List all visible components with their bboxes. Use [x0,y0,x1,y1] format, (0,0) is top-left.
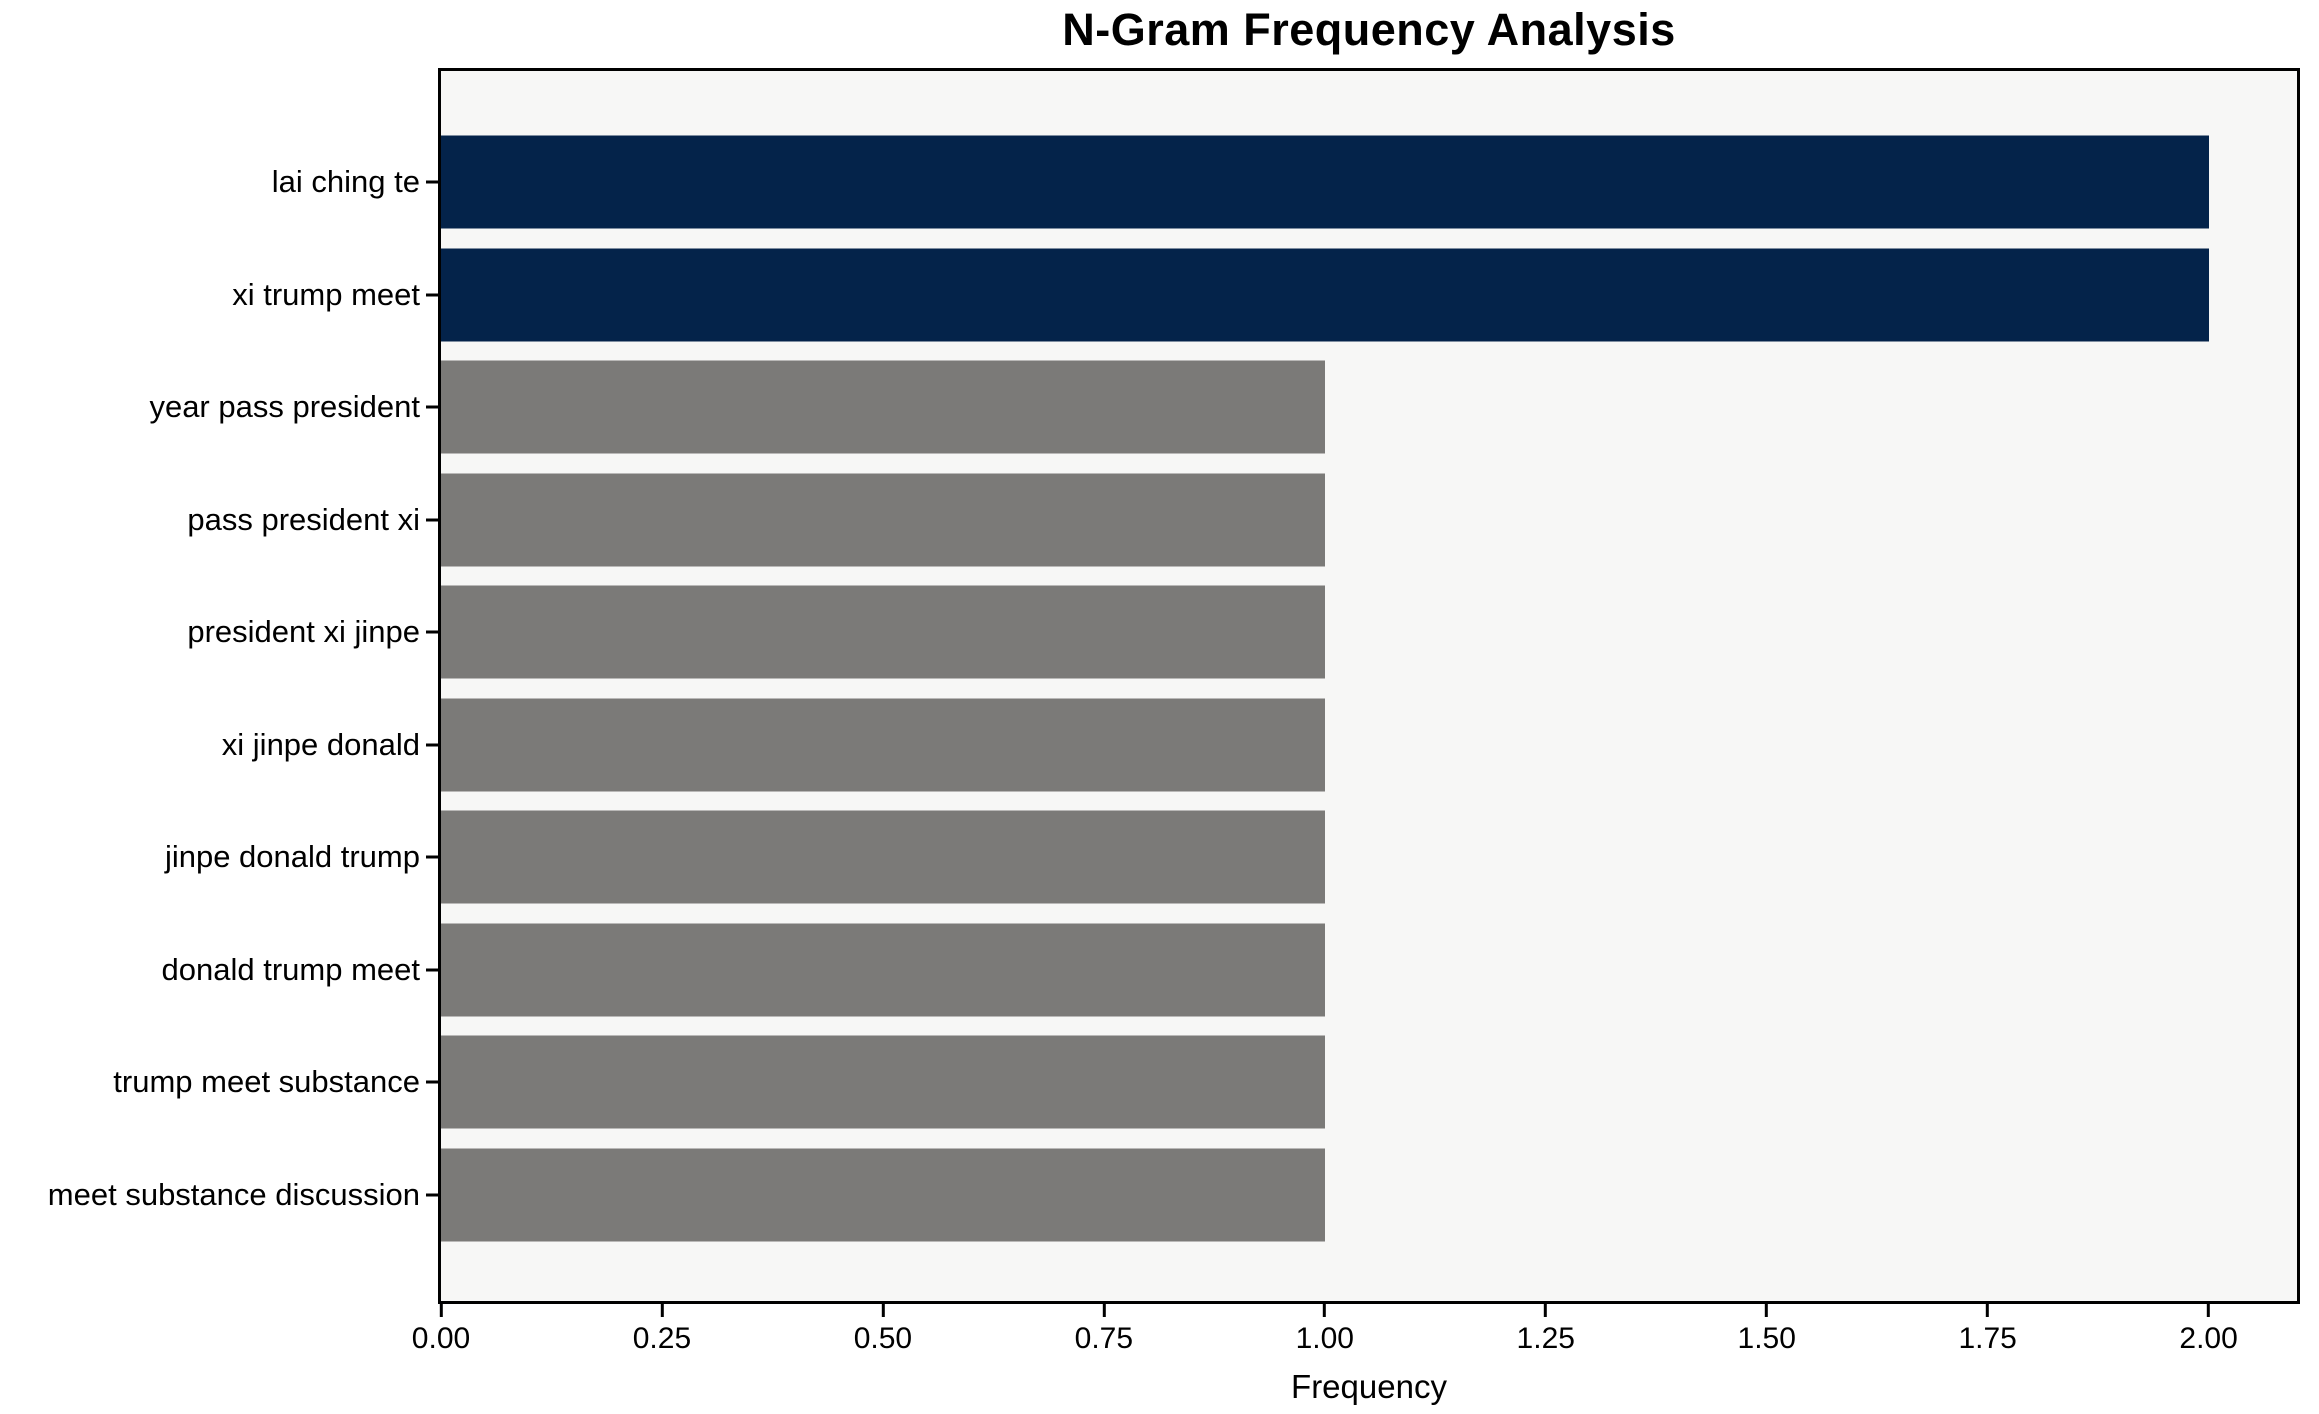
x-tick-mark [1765,1304,1769,1317]
x-tick-mark [439,1304,443,1317]
y-tick-label: jinpe donald trump [164,839,420,875]
y-tick-mark [426,855,438,859]
y-tick-mark [426,968,438,972]
y-tick-label: xi jinpe donald [221,726,420,762]
x-axis-label: Frequency [1291,1368,1447,1405]
y-tick-label: xi trump meet [232,276,420,312]
y-tick-mark [426,630,438,634]
bar-row [426,576,2297,689]
y-tick-mark [426,180,438,184]
bar [441,1035,1325,1129]
x-tick-mark [1544,1304,1548,1317]
y-tick-mark [426,1193,438,1197]
y-tick-label: donald trump meet [161,951,420,987]
bar-row [426,464,2297,577]
y-tick-label: year pass president [149,389,420,425]
x-tick-label: 2.00 [2179,1322,2238,1355]
bar [441,360,1325,454]
x-tick: 0.75 [1075,1304,1133,1356]
chart-title: N-Gram Frequency Analysis [1062,4,1676,55]
y-tick-label: meet substance discussion [47,1176,420,1212]
x-axis: 0.00 0.25 0.50 0.75 1.00 1.25 1.50 1.75 2.00 [412,1304,2297,1374]
x-tick: 0.25 [633,1304,691,1356]
bar-row [426,1026,2297,1139]
plot-area [426,68,2300,1304]
bar [441,698,1325,792]
y-tick-mark [426,518,438,522]
bar [441,248,2209,342]
bars-container [426,71,2297,1301]
bar [441,135,2209,229]
x-tick-label: 0.00 [411,1322,471,1355]
bar-row [426,239,2297,352]
bar [441,810,1325,904]
x-tick: 0.50 [854,1304,912,1356]
bar-row [426,689,2297,802]
x-tick-mark [1986,1304,1990,1317]
x-tick: 1.75 [1958,1304,2017,1356]
bar [441,473,1325,567]
x-tick-label: 1.50 [1737,1322,1796,1355]
bar [441,585,1325,679]
y-tick-mark [426,1080,438,1084]
y-tick-mark [426,405,438,409]
x-tick: 1.00 [1296,1304,1354,1356]
x-tick-label: 1.75 [1958,1322,2017,1355]
bar-row [426,914,2297,1027]
y-axis-labels: lai ching te xi trump meet year pass presi… [0,71,420,1301]
bar-row [426,801,2297,914]
x-tick-mark [660,1304,664,1317]
x-tick-mark [881,1304,885,1317]
y-tick-label: lai ching te [271,164,420,200]
x-tick: 2.00 [2179,1304,2238,1356]
y-tick-label: pass president xi [187,501,420,537]
bar-row [426,351,2297,464]
x-tick: 0.00 [412,1304,470,1356]
y-tick-label: trump meet substance [113,1064,420,1100]
x-tick-label: 0.50 [853,1322,913,1355]
x-tick-mark [1323,1304,1327,1317]
x-tick: 1.50 [1738,1304,1796,1356]
bar [441,923,1325,1017]
y-tick-mark [426,293,438,297]
bar-row [426,126,2297,239]
x-tick: 1.25 [1517,1304,1575,1356]
x-tick-label: 1.00 [1295,1322,1354,1355]
x-tick-mark [1102,1304,1106,1317]
x-tick-label: 0.75 [1074,1322,1134,1355]
x-tick-mark [2207,1304,2211,1317]
x-tick-label: 1.25 [1516,1322,1575,1355]
y-tick-mark [426,743,438,747]
bar-row [426,1139,2297,1252]
bar [441,1148,1325,1242]
y-tick-label: president xi jinpe [187,614,420,650]
x-tick-label: 0.25 [632,1322,692,1355]
